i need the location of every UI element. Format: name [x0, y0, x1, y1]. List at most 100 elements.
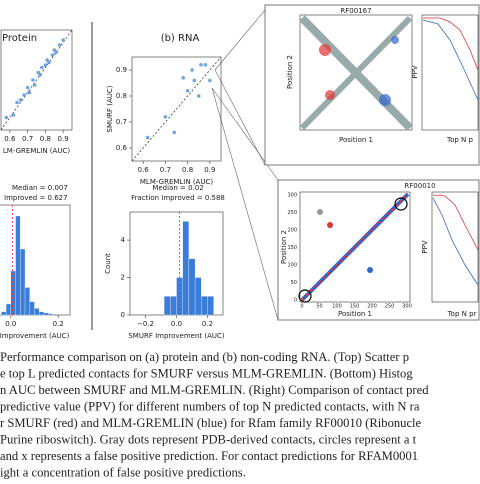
prediction-cluster	[379, 94, 391, 106]
point	[54, 50, 58, 55]
point	[208, 78, 212, 83]
point	[190, 68, 194, 72]
point	[4, 115, 9, 120]
x-axis-label: SMURF Improvement (AUC)	[128, 332, 225, 340]
x-axis-label: LM-GREMLIN (AUC)	[3, 147, 70, 155]
point	[145, 135, 150, 140]
x-tick-label: 0.7	[160, 166, 171, 174]
bar	[20, 248, 26, 316]
point	[181, 76, 185, 80]
y-tick-label: 0.9	[116, 66, 127, 74]
bar	[188, 258, 196, 316]
point	[43, 63, 48, 67]
y-tick-label: 150	[287, 245, 297, 251]
y-tick-label: 4	[121, 236, 126, 244]
y-tick-label: 0.7	[116, 118, 127, 126]
pdb-contact	[317, 209, 323, 215]
point	[27, 90, 32, 95]
plot-frame	[0, 29, 73, 131]
x-tick-label: 0.2	[202, 320, 213, 328]
point	[36, 70, 41, 75]
ppv-curve	[423, 17, 479, 71]
y-tick-label: 250	[287, 210, 297, 216]
axis-label: Position 1	[339, 136, 373, 144]
bar	[24, 287, 30, 316]
caption-line: ight a concentration of false positive p…	[0, 465, 246, 479]
y-tick-label: 300	[287, 193, 297, 199]
caption-line: Purine riboswitch). Gray dots represent …	[0, 432, 417, 446]
bar	[194, 277, 202, 316]
bar	[48, 313, 54, 316]
point	[40, 65, 44, 70]
point	[38, 73, 42, 77]
bar	[10, 270, 16, 316]
bar	[1, 311, 7, 316]
x-tick-label: 0	[300, 304, 303, 310]
x-axis-label: Improvement (AUC)	[0, 332, 70, 340]
x-tick-label: −0.2	[137, 320, 154, 328]
point	[61, 38, 65, 42]
highlight-circle	[394, 197, 408, 211]
point	[192, 78, 197, 83]
stat-text: Median = 0.007	[12, 184, 68, 192]
x-tick-label: 300	[402, 304, 412, 310]
x-tick-label: 250	[385, 304, 395, 310]
point	[172, 130, 177, 135]
y-tick-label: 0.6	[116, 144, 128, 152]
point	[25, 85, 30, 90]
x-tick-label: 0.7	[22, 135, 33, 143]
plot-frame	[131, 56, 222, 162]
ppv-curve	[422, 19, 479, 101]
x-tick-label: 0.8	[182, 166, 193, 174]
y-tick-label: 0	[121, 311, 125, 319]
bar	[163, 296, 171, 316]
caption: Performance comparison on (a) protein an…	[0, 350, 429, 480]
point	[18, 98, 23, 102]
axis-label: Position 2	[280, 230, 288, 264]
bar	[39, 311, 45, 316]
point	[15, 100, 19, 105]
x-tick-label: 0.9	[204, 166, 215, 174]
x-tick-label: 200	[367, 304, 377, 310]
caption-line: e top L predicted contacts for SMURF ver…	[0, 366, 413, 380]
x-tick-label: 0.0	[171, 320, 182, 328]
panel-title: (b) RNA	[161, 33, 200, 44]
ppv-curve	[432, 197, 479, 286]
x-tick-label: 50	[316, 304, 322, 310]
x-tick-label: 150	[350, 304, 360, 310]
panel-title: RF00167	[340, 7, 371, 15]
x-tick-label: 100	[332, 304, 342, 310]
point	[52, 48, 57, 52]
stat-text: Improved = 0.627	[4, 194, 68, 202]
connector	[214, 9, 266, 71]
bar	[170, 296, 177, 316]
prediction-cluster	[319, 44, 331, 56]
x-tick-label: 0.8	[40, 135, 51, 143]
point	[203, 63, 208, 67]
bar	[207, 296, 214, 316]
y-tick-label: 0.8	[116, 92, 127, 100]
point	[199, 63, 203, 67]
bar	[15, 215, 21, 316]
point	[50, 53, 55, 57]
connector	[214, 69, 266, 166]
diagonal	[131, 56, 222, 162]
y-axis-label: SMURF (AUC)	[106, 85, 114, 132]
prediction-cluster	[391, 36, 399, 44]
point	[11, 113, 16, 117]
axis-label: Top N pr	[447, 310, 477, 318]
point	[57, 43, 62, 47]
x-tick-label: 0.0	[5, 320, 16, 328]
stat-text: Fraction Improved = 0.588	[131, 194, 225, 202]
point	[31, 78, 35, 82]
x-axis-label: MLM-GREMLIN (AUC)	[140, 178, 213, 186]
y-tick-label: 200	[287, 228, 297, 234]
bar	[43, 312, 49, 316]
y-axis-label: Count	[104, 253, 112, 274]
x-tick-label: 0.2	[53, 320, 64, 328]
x-tick-label: 0.9	[58, 135, 69, 143]
point	[22, 93, 26, 97]
prediction-cluster	[327, 222, 333, 228]
plot-frame	[0, 204, 71, 316]
bar	[5, 303, 11, 316]
